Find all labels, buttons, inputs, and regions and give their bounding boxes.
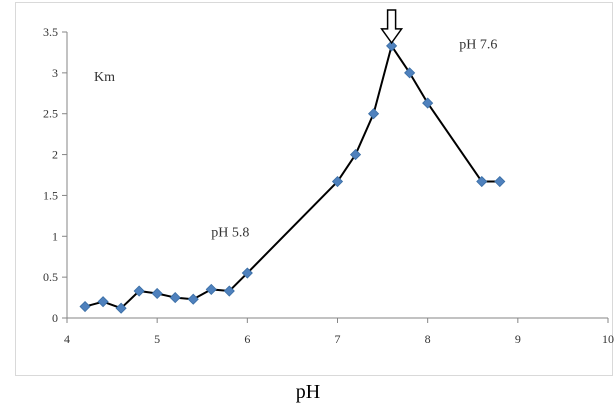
data-point <box>151 287 163 300</box>
data-point <box>169 292 181 304</box>
x-tick-label: 4 <box>64 332 70 346</box>
y-tick-label: 0.5 <box>43 270 58 284</box>
chart-border <box>15 2 613 376</box>
data-point <box>241 267 253 279</box>
data-point <box>368 108 380 120</box>
data-point <box>97 296 109 308</box>
y-tick-label: 1.5 <box>43 188 58 202</box>
arrow-down-icon <box>380 9 404 45</box>
data-point <box>331 175 344 188</box>
y-tick-label: 1 <box>52 229 58 243</box>
x-axis-label: pH <box>295 381 321 403</box>
annotation-label: Km <box>94 70 115 85</box>
data-point <box>349 149 362 161</box>
data-point <box>476 175 488 188</box>
x-tick-label: 7 <box>335 332 341 346</box>
data-point <box>223 285 235 297</box>
y-tick-label: 2.5 <box>43 107 58 121</box>
annotation-label: pH 5.8 <box>211 225 249 240</box>
data-point <box>422 97 434 109</box>
x-tick-label: 6 <box>244 332 250 346</box>
x-tick-label: 10 <box>602 332 614 346</box>
data-point <box>79 300 91 313</box>
series-line <box>84 44 500 310</box>
data-point <box>115 302 127 314</box>
data-point <box>133 285 145 297</box>
data-point <box>386 40 398 52</box>
annotation-label: pH 7.6 <box>459 37 497 52</box>
data-point <box>494 175 506 188</box>
data-point <box>404 67 416 79</box>
x-tick-label: 8 <box>425 332 431 346</box>
y-tick-label: 0 <box>52 311 58 325</box>
data-point <box>187 293 199 305</box>
y-tick-label: 3 <box>52 66 58 80</box>
x-tick-label: 9 <box>515 332 521 346</box>
y-tick-label: 2 <box>52 148 58 162</box>
y-tick-label: 3.5 <box>43 25 58 39</box>
x-tick-label: 5 <box>154 332 160 346</box>
data-point <box>205 283 217 295</box>
